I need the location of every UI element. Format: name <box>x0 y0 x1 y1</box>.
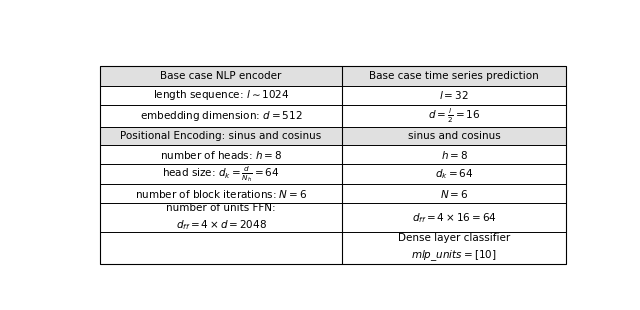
Text: number of units FFN:
$d_{ff} = 4 \times d = 2048$: number of units FFN: $d_{ff} = 4 \times … <box>166 203 276 232</box>
Bar <box>100 127 342 145</box>
Text: $d_k = 64$: $d_k = 64$ <box>435 167 474 181</box>
Text: $d_{ff} = 4 \times 16 = 64$: $d_{ff} = 4 \times 16 = 64$ <box>412 211 497 224</box>
Text: length sequence: $l \sim 1024$: length sequence: $l \sim 1024$ <box>153 88 289 103</box>
Text: Base case NLP encoder: Base case NLP encoder <box>161 71 282 81</box>
Bar <box>342 145 566 164</box>
Text: embedding dimension: $d = 512$: embedding dimension: $d = 512$ <box>140 109 302 123</box>
Bar <box>342 164 566 184</box>
Bar <box>342 66 566 86</box>
Bar <box>342 105 566 127</box>
Bar <box>100 105 342 127</box>
Text: head size: $d_k = \frac{d}{N_h} = 64$: head size: $d_k = \frac{d}{N_h} = 64$ <box>163 164 280 184</box>
Text: number of heads: $h = 8$: number of heads: $h = 8$ <box>160 149 282 161</box>
Text: number of block iterations: $N = 6$: number of block iterations: $N = 6$ <box>135 188 307 200</box>
Bar <box>342 127 566 145</box>
Text: Positional Encoding: sinus and cosinus: Positional Encoding: sinus and cosinus <box>120 131 322 141</box>
Text: $d = \frac{l}{2} = 16$: $d = \frac{l}{2} = 16$ <box>428 107 481 125</box>
Bar <box>100 86 342 105</box>
Bar <box>100 66 342 86</box>
Bar <box>100 145 342 164</box>
Text: $h = 8$: $h = 8$ <box>440 149 468 161</box>
Text: sinus and cosinus: sinus and cosinus <box>408 131 500 141</box>
Bar <box>342 184 566 203</box>
Bar <box>100 184 342 203</box>
Text: Dense layer classifier
$mlp\_units = [10]$: Dense layer classifier $mlp\_units = [10… <box>398 233 510 263</box>
Text: $l = 32$: $l = 32$ <box>439 90 469 101</box>
Bar <box>100 164 342 184</box>
Text: Base case time series prediction: Base case time series prediction <box>369 71 539 81</box>
Text: $N = 6$: $N = 6$ <box>440 188 468 200</box>
Bar <box>342 86 566 105</box>
